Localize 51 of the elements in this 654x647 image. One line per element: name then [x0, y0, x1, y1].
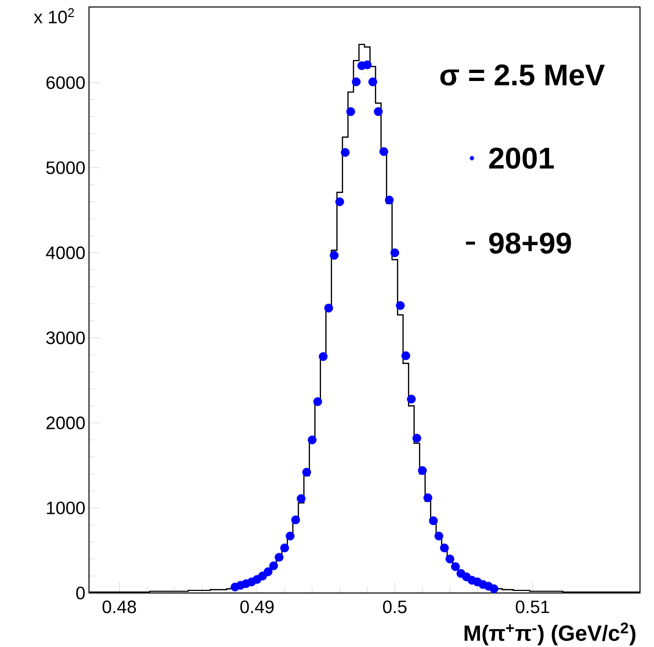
y-tick-label: 2000: [46, 416, 85, 430]
point: [406, 394, 416, 404]
point: [264, 567, 272, 576]
point: [401, 351, 410, 360]
point: [274, 552, 284, 562]
x-tick-label: 0.5: [383, 600, 407, 614]
point: [330, 250, 339, 260]
x-tick-label: 0.48: [102, 600, 136, 614]
x-axis-title: M(π$^{+}$π$^{-}$) (GeV/c$^{2}$): [464, 622, 636, 646]
point: [434, 532, 444, 540]
point: [428, 516, 438, 526]
point: [291, 515, 300, 524]
point: [374, 107, 383, 116]
point: [313, 397, 322, 406]
point: [352, 77, 361, 86]
point: [335, 197, 344, 206]
point: [280, 544, 290, 552]
point: [296, 494, 306, 503]
y-tick-label: 5000: [46, 161, 85, 174]
legend-label: 98+99: [489, 232, 571, 254]
point: [302, 468, 312, 477]
y-tick-label: 0: [76, 586, 85, 600]
x-tick-label: 0.49: [240, 600, 274, 614]
point: [412, 434, 422, 443]
x-tick-label: 0.51: [516, 600, 550, 614]
point: [418, 466, 427, 475]
point: [362, 60, 372, 70]
point: [384, 196, 394, 204]
point: [324, 304, 334, 312]
y-tick-label: 1000: [46, 502, 85, 514]
point: [346, 107, 356, 116]
point: [423, 493, 432, 502]
point: [451, 562, 460, 572]
point: [440, 544, 449, 552]
point: [318, 352, 328, 361]
point: [340, 148, 350, 157]
legend-label: 2001: [489, 148, 554, 169]
point: [396, 301, 405, 310]
y-tick-label: 3000: [46, 331, 85, 344]
y-tick-label: 6000: [46, 76, 85, 90]
point: [308, 436, 317, 444]
point: [446, 554, 454, 564]
text: x 10$^{2}$: [34, 8, 74, 24]
point: [269, 561, 278, 570]
point: [379, 147, 388, 156]
point: [490, 584, 498, 594]
point: [390, 248, 400, 258]
point: [286, 532, 295, 540]
point: [368, 77, 378, 86]
annotation: σ = 2.5 MeV: [440, 64, 605, 86]
y-tick-label: 4000: [46, 246, 85, 260]
